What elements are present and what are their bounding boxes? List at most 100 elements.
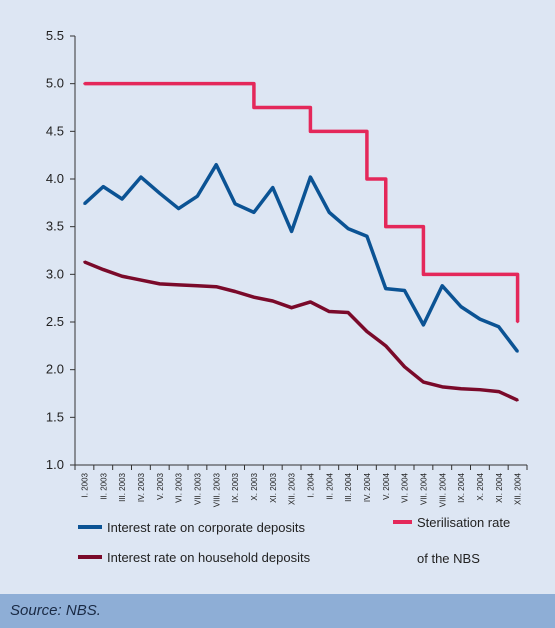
data-point (309, 130, 312, 133)
data-point (516, 398, 519, 402)
data-point (403, 365, 406, 369)
legend-label-nbs-line2: of the NBS (417, 551, 480, 566)
data-point (158, 192, 161, 195)
data-point (422, 273, 425, 276)
data-point (478, 273, 482, 276)
data-point (384, 225, 387, 228)
y-tick-label: 3.0 (46, 266, 64, 281)
legend-label-nbs-line1: Sterilisation rate (417, 515, 510, 530)
data-point (497, 273, 500, 276)
data-point (346, 130, 350, 133)
data-point (478, 388, 482, 391)
source-note: Source: NBS. (10, 602, 101, 619)
data-point (497, 325, 500, 328)
data-point (196, 194, 199, 198)
x-tick-label: XI. 2004 (495, 472, 504, 502)
x-tick-label: XII. 2004 (514, 472, 523, 505)
x-tick-label: XI. 2003 (269, 472, 278, 502)
x-tick-label: VI. 2003 (175, 472, 184, 502)
legend: Interest rate on corporate deposits Inte… (78, 515, 510, 566)
x-tick-label: III. 2004 (344, 472, 353, 501)
y-tick-label: 1.5 (46, 409, 64, 424)
source-bar: Source: NBS. (0, 594, 555, 628)
x-tick-label: I. 2003 (80, 472, 89, 497)
data-point (309, 175, 312, 179)
y-tick-label: 5.5 (46, 28, 64, 43)
x-tick-label: IX. 2004 (457, 472, 466, 502)
data-point (422, 380, 425, 384)
data-point (328, 310, 331, 313)
data-point (271, 106, 274, 109)
data-point (139, 175, 143, 179)
x-tick-label: VII. 2004 (419, 472, 428, 505)
data-point (459, 387, 463, 390)
x-tick-label: IV. 2003 (137, 472, 146, 502)
data-point (403, 289, 406, 292)
data-point (196, 82, 199, 85)
y-tick-label: 4.5 (46, 123, 64, 138)
series-lines (83, 81, 520, 402)
data-point (215, 285, 218, 288)
x-tick-label: II. 2003 (99, 472, 108, 499)
data-point (177, 82, 180, 85)
data-point (290, 230, 293, 233)
data-point (83, 82, 86, 85)
data-point (497, 390, 500, 393)
series-line-1 (83, 260, 519, 402)
data-point (384, 287, 387, 290)
x-tick-label: VI. 2004 (401, 472, 410, 502)
y-tick-label: 2.5 (46, 314, 64, 329)
data-point (346, 227, 350, 230)
data-point (83, 260, 86, 264)
x-tick-label: VIII. 2004 (438, 472, 447, 507)
data-point (158, 82, 161, 85)
data-point (139, 278, 143, 282)
data-point (120, 275, 124, 278)
x-tick-label: I. 2004 (306, 472, 315, 497)
x-tick-label: III. 2003 (118, 472, 127, 501)
axes (74, 36, 527, 466)
data-point (271, 299, 274, 303)
data-point (441, 385, 444, 389)
data-point (516, 350, 519, 353)
data-point (120, 197, 124, 201)
data-point (120, 82, 124, 85)
data-point (459, 273, 463, 276)
data-point (441, 284, 444, 287)
y-tick-label: 2.0 (46, 362, 64, 377)
data-point (102, 185, 105, 188)
data-point (102, 268, 105, 271)
data-point (459, 305, 463, 308)
data-point (215, 163, 218, 166)
legend-label-corporate: Interest rate on corporate deposits (107, 520, 306, 535)
data-point (271, 186, 274, 189)
x-tick-label: X. 2004 (476, 472, 485, 500)
data-point (177, 283, 180, 287)
data-point (215, 82, 218, 85)
data-point (233, 82, 237, 85)
x-tick-label: VII. 2003 (193, 472, 202, 505)
data-point (346, 311, 350, 314)
data-point (102, 82, 105, 85)
data-point (328, 130, 331, 133)
x-tick-label: V. 2003 (156, 472, 165, 499)
data-point (196, 284, 199, 287)
data-point (177, 207, 180, 210)
data-point (158, 282, 161, 286)
data-point (403, 225, 406, 228)
data-point (252, 211, 256, 214)
data-point (290, 106, 293, 109)
y-tick-label: 5.0 (46, 76, 64, 91)
x-tick-label: VIII. 2003 (212, 472, 221, 507)
data-point (478, 317, 482, 321)
data-point (83, 202, 86, 205)
y-tick-label: 1.0 (46, 457, 64, 472)
data-point (441, 273, 444, 276)
data-point (233, 290, 237, 293)
line-chart: 1.0 1.5 2.0 2.5 3.0 3.5 4.0 4.5 5.0 5.5 I. 2003 II… (46, 28, 528, 566)
y-axis-ticks: 1.0 1.5 2.0 2.5 3.0 3.5 4.0 4.5 5.0 5.5 (46, 28, 75, 472)
data-point (422, 323, 425, 327)
x-tick-label: X. 2003 (250, 472, 259, 500)
x-tick-label: XII. 2003 (288, 472, 297, 505)
